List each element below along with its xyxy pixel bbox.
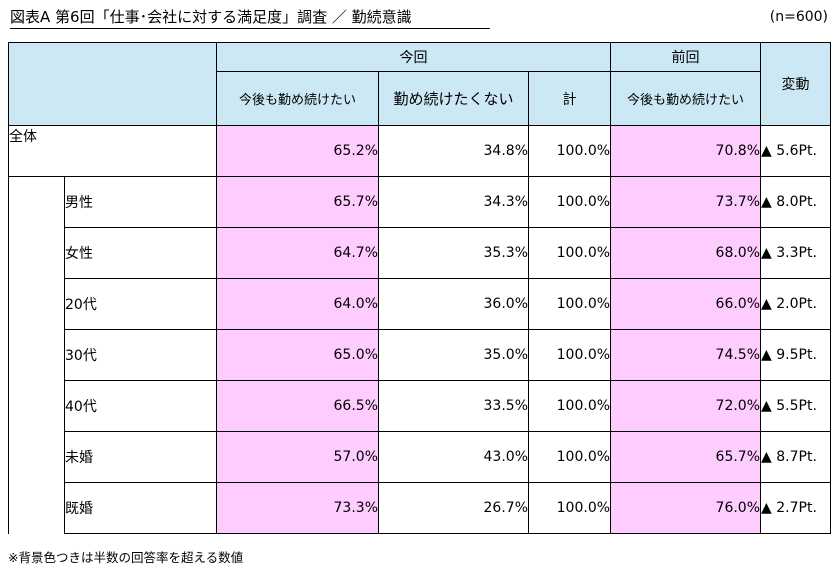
table-row: 女性 64.7% 35.3% 100.0% 68.0% ▲ 3.3Pt. xyxy=(8,227,832,279)
cell-change: ▲ 5.5Pt. xyxy=(760,380,832,432)
table-body: 全体 65.2% 34.8% 100.0% 70.8% ▲ 5.6Pt. 男性 65.7% 34… xyxy=(8,125,832,534)
cell-previous-continue: 70.8% xyxy=(610,125,762,177)
table-row: 既婚 73.3% 26.7% 100.0% 76.0% ▲ 2.7Pt. xyxy=(8,482,832,534)
header-corner-cell xyxy=(8,42,217,126)
cell-change: ▲ 8.7Pt. xyxy=(760,431,832,483)
cell-current-continue: 73.3% xyxy=(216,482,379,534)
table-row: 全体 65.2% 34.8% 100.0% 70.8% ▲ 5.6Pt. xyxy=(8,125,832,177)
cell-current-continue: 57.0% xyxy=(216,431,379,483)
cell-change: ▲ 3.3Pt. xyxy=(760,227,832,279)
cell-current-not-continue: 43.0% xyxy=(378,431,529,483)
cell-change: ▲ 2.0Pt. xyxy=(760,278,832,330)
cell-change: ▲ 8.0Pt. xyxy=(760,176,832,228)
table-row: 40代 66.5% 33.5% 100.0% 72.0% ▲ 5.5Pt. xyxy=(8,380,832,432)
row-label: 40代 xyxy=(64,380,217,432)
row-label: 既婚 xyxy=(64,482,217,534)
cell-current-total: 100.0% xyxy=(527,227,612,279)
row-label: 30代 xyxy=(64,329,217,381)
header-current-continue: 今後も勤め続けたい xyxy=(216,71,379,126)
cell-current-total: 100.0% xyxy=(527,431,612,483)
row-indent-spacer xyxy=(8,227,65,279)
cell-current-continue: 65.7% xyxy=(216,176,379,228)
cell-current-continue: 64.7% xyxy=(216,227,379,279)
row-indent-spacer xyxy=(8,380,65,432)
footnote: ※背景色つきは半数の回答率を超える数値 xyxy=(8,550,244,565)
cell-previous-continue: 74.5% xyxy=(610,329,762,381)
cell-change: ▲ 2.7Pt. xyxy=(760,482,832,534)
row-label: 20代 xyxy=(64,278,217,330)
sample-size: (n=600) xyxy=(769,9,828,25)
cell-previous-continue: 76.0% xyxy=(610,482,762,534)
row-label: 未婚 xyxy=(64,431,217,483)
table-row: 20代 64.0% 36.0% 100.0% 66.0% ▲ 2.0Pt. xyxy=(8,278,832,330)
header-current-total: 計 xyxy=(527,71,612,126)
cell-previous-continue: 68.0% xyxy=(610,227,762,279)
table-row: 未婚 57.0% 43.0% 100.0% 65.7% ▲ 8.7Pt. xyxy=(8,431,832,483)
table-row: 男性 65.7% 34.3% 100.0% 73.7% ▲ 8.0Pt. xyxy=(8,176,832,228)
cell-current-not-continue: 35.0% xyxy=(378,329,529,381)
row-indent-spacer xyxy=(8,278,65,330)
cell-current-not-continue: 34.8% xyxy=(378,125,529,177)
cell-current-total: 100.0% xyxy=(527,329,612,381)
cell-current-total: 100.0% xyxy=(527,176,612,228)
cell-current-not-continue: 36.0% xyxy=(378,278,529,330)
cell-current-total: 100.0% xyxy=(527,278,612,330)
row-label: 女性 xyxy=(64,227,217,279)
row-indent-spacer xyxy=(8,176,65,228)
header-current-not-continue: 勤め続けたくない xyxy=(378,71,529,126)
cell-previous-continue: 66.0% xyxy=(610,278,762,330)
header-group-current: 今回 xyxy=(215,42,612,72)
cell-current-total: 100.0% xyxy=(527,380,612,432)
survey-table: 今回 前回 変動 今後も勤め続けたい 勤め続けたくない 計 今後も勤め続けたい … xyxy=(8,42,832,534)
header-previous-continue: 今後も勤め続けたい xyxy=(610,71,762,126)
row-indent-spacer xyxy=(8,482,65,534)
page-title: 図表A 第6回「仕事･会社に対する満足度」調査 ／ 勤続意識 xyxy=(10,6,490,29)
row-label: 男性 xyxy=(64,176,217,228)
cell-change: ▲ 5.6Pt. xyxy=(760,125,832,177)
cell-current-not-continue: 33.5% xyxy=(378,380,529,432)
cell-current-not-continue: 26.7% xyxy=(378,482,529,534)
header-group-previous: 前回 xyxy=(610,42,762,72)
cell-current-total: 100.0% xyxy=(527,482,612,534)
cell-change: ▲ 9.5Pt. xyxy=(760,329,832,381)
cell-previous-continue: 73.7% xyxy=(610,176,762,228)
cell-current-continue: 64.0% xyxy=(216,278,379,330)
cell-current-continue: 65.2% xyxy=(216,125,379,177)
row-label: 全体 xyxy=(8,125,217,177)
cell-current-continue: 65.0% xyxy=(216,329,379,381)
cell-current-total: 100.0% xyxy=(527,125,612,177)
cell-current-continue: 66.5% xyxy=(216,380,379,432)
cell-previous-continue: 65.7% xyxy=(610,431,762,483)
row-indent-spacer xyxy=(8,329,65,381)
table-row: 30代 65.0% 35.0% 100.0% 74.5% ▲ 9.5Pt. xyxy=(8,329,832,381)
header-change: 変動 xyxy=(760,42,832,126)
cell-current-not-continue: 35.3% xyxy=(378,227,529,279)
cell-current-not-continue: 34.3% xyxy=(378,176,529,228)
cell-previous-continue: 72.0% xyxy=(610,380,762,432)
row-indent-spacer xyxy=(8,431,65,483)
